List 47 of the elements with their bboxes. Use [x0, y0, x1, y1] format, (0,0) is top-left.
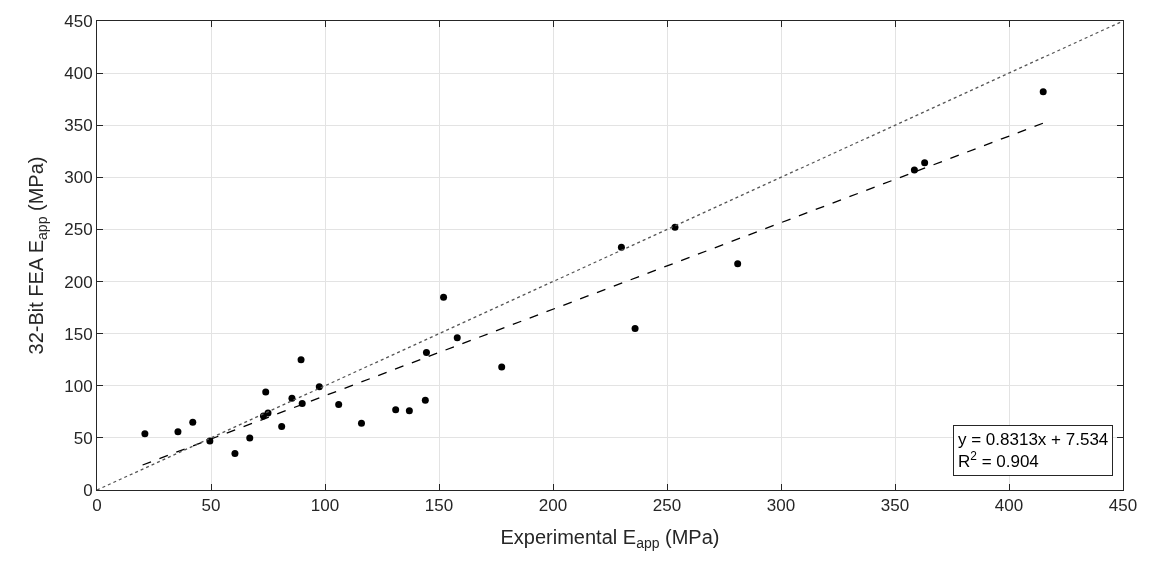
- x-tick-label: 150: [424, 496, 454, 516]
- point: [498, 363, 506, 371]
- y-tick-label: 450: [64, 11, 93, 31]
- point: [335, 401, 343, 409]
- point: [278, 422, 286, 430]
- point: [262, 388, 270, 396]
- annotation: y = 0.8313x + 7.534: [958, 430, 1109, 449]
- x-tick-label: 50: [201, 496, 221, 516]
- point: [174, 428, 182, 436]
- x-tick-label: 450: [1108, 496, 1138, 516]
- point: [631, 324, 639, 332]
- point: [298, 400, 306, 407]
- point: [734, 260, 742, 268]
- point: [392, 406, 400, 414]
- x-tick-label: 350: [880, 496, 910, 516]
- point: [440, 293, 448, 301]
- point: [141, 430, 149, 438]
- x-tick-label: 100: [310, 496, 340, 516]
- y-tick-label: 100: [64, 376, 93, 396]
- point: [246, 434, 254, 442]
- x-tick-label: 400: [994, 496, 1024, 516]
- annotation: R$^{2}$ = 0.904: [958, 448, 1039, 472]
- point: [357, 419, 365, 427]
- point: [910, 166, 918, 174]
- y-tick-label: 0: [83, 480, 93, 500]
- point: [617, 243, 625, 251]
- point: [422, 348, 430, 356]
- y-tick-label: 200: [64, 272, 93, 292]
- point: [405, 407, 413, 415]
- point: [288, 394, 296, 402]
- point: [453, 334, 461, 342]
- point: [1039, 88, 1047, 96]
- point: [297, 356, 305, 364]
- point: [189, 418, 197, 426]
- y-tick-label: 400: [64, 64, 93, 84]
- point: [421, 396, 429, 404]
- x-tick-label: 300: [766, 496, 796, 516]
- x-tick-label: 200: [538, 496, 568, 516]
- point: [921, 159, 929, 167]
- x-tick-label: 250: [652, 496, 682, 516]
- x-axis-title: Experimental E$_{app}$ (MPa): [500, 525, 720, 552]
- y-tick-label: 300: [64, 168, 93, 188]
- y-tick-label: 50: [73, 428, 93, 448]
- y-tick-label: 350: [64, 116, 93, 136]
- y-tick-label: 250: [64, 220, 93, 240]
- point: [231, 450, 239, 458]
- y-tick-label: 150: [64, 324, 93, 344]
